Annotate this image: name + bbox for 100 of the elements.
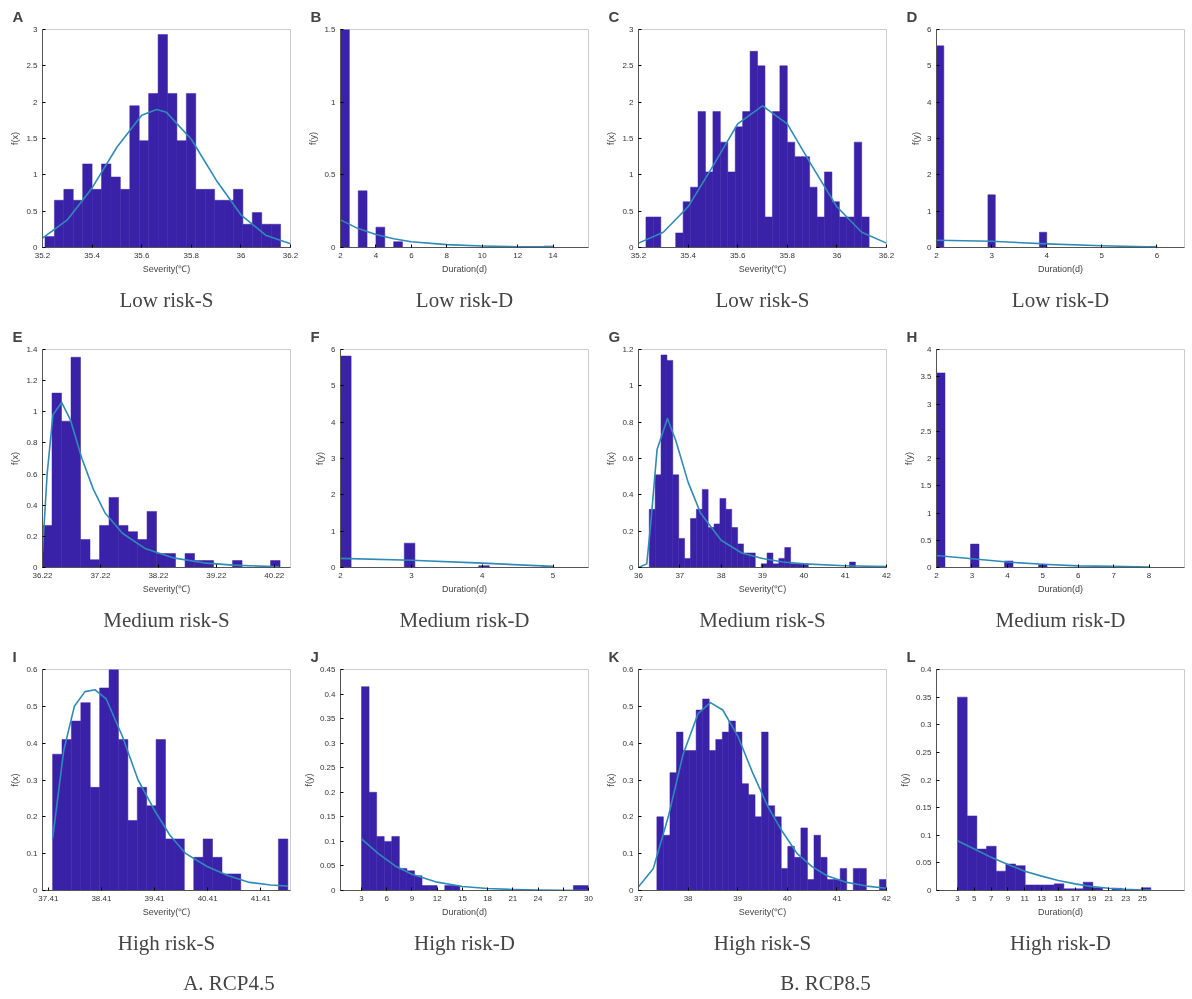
- y-tick-label: 3.5: [920, 372, 933, 382]
- x-axis-title: Duration(d): [1037, 263, 1084, 274]
- y-tick-label: 1: [331, 526, 337, 536]
- x-tick-label: 6: [409, 250, 415, 260]
- x-axis-title: Severity(℃): [738, 906, 787, 917]
- text: G: [608, 327, 621, 345]
- y-tick-label: 5: [927, 61, 933, 71]
- x-tick-label: 35.2: [34, 250, 51, 260]
- x-tick-label: 39: [758, 570, 768, 580]
- text: High risk-D: [414, 930, 515, 955]
- y-axis-title: f(x): [10, 773, 21, 787]
- y-axis-title: f(x): [606, 773, 617, 787]
- y-axis-title: f(y): [899, 773, 910, 787]
- y-axis-title: f(y): [303, 773, 314, 787]
- y-axis-title: f(y): [308, 132, 319, 145]
- y-tick-label: 0: [629, 563, 635, 572]
- y-tick-label: 0.15: [319, 812, 337, 822]
- x-tick-label: 19: [1087, 893, 1098, 903]
- x-tick-label: 37: [675, 570, 685, 580]
- x-tick-label: 35.8: [183, 250, 200, 260]
- x-tick-label: 27: [558, 893, 569, 903]
- x-tick-label: 6: [384, 893, 390, 903]
- y-tick-label: 0.5: [26, 206, 39, 216]
- y-tick-label: 0.2: [26, 531, 39, 541]
- x-tick-label: 14: [548, 250, 559, 260]
- x-tick-label: 41: [840, 570, 851, 580]
- y-tick-label: 1.4: [26, 345, 39, 354]
- x-tick-label: 5: [1099, 250, 1105, 260]
- x-tick-label: 24: [533, 893, 544, 903]
- x-tick-label: 41.41: [250, 893, 272, 903]
- y-tick-label: 4: [331, 417, 337, 427]
- text: Low risk-D: [1011, 287, 1110, 312]
- text: Low risk-S: [119, 287, 214, 312]
- x-tick-label: 5: [1040, 570, 1046, 580]
- y-tick-label: 1: [629, 381, 635, 391]
- x-tick-label: 37: [634, 893, 644, 903]
- y-axis-title: f(y): [315, 452, 326, 465]
- x-tick-label: 4: [479, 570, 485, 580]
- x-tick-label: 37.41: [38, 893, 59, 903]
- x-tick-label: 18: [483, 893, 493, 903]
- x-tick-label: 42: [882, 570, 892, 580]
- y-tick-label: 0.2: [920, 775, 933, 785]
- y-axis-title: f(x): [10, 132, 21, 145]
- x-tick-label: 36: [634, 570, 644, 580]
- x-tick-label: 2: [338, 250, 344, 260]
- x-tick-label: 9: [1005, 893, 1011, 903]
- y-tick-label: 0.05: [319, 861, 337, 871]
- x-tick-label: 37.22: [90, 570, 111, 580]
- y-tick-label: 1.2: [622, 345, 635, 354]
- x-tick-label: 6: [1075, 570, 1081, 580]
- y-tick-label: 0.5: [622, 701, 635, 711]
- y-tick-label: 1.5: [622, 134, 635, 143]
- y-tick-label: 0: [331, 563, 337, 572]
- x-tick-label: 2: [338, 570, 344, 580]
- x-axis-title: Severity(℃): [738, 263, 787, 274]
- y-tick-label: 2: [331, 490, 337, 500]
- x-tick-label: 7: [1111, 570, 1117, 580]
- x-axis-title: Duration(d): [1037, 583, 1084, 594]
- x-tick-label: 40.22: [264, 570, 285, 580]
- x-tick-label: 39: [733, 893, 743, 903]
- x-tick-label: 30: [584, 893, 594, 903]
- y-tick-label: 2: [927, 170, 933, 180]
- y-tick-label: 3: [927, 134, 933, 143]
- x-tick-label: 6: [1154, 250, 1160, 260]
- x-tick-label: 10: [477, 250, 488, 260]
- x-tick-label: 15: [1053, 893, 1064, 903]
- y-tick-label: 1.5: [26, 134, 39, 143]
- x-tick-label: 38.22: [148, 570, 169, 580]
- y-tick-label: 0: [331, 243, 337, 252]
- text: High risk-S: [713, 930, 812, 955]
- y-tick-label: 0.4: [26, 738, 39, 748]
- y-tick-label: 6: [927, 25, 933, 34]
- y-tick-label: 0.3: [920, 720, 933, 730]
- x-axis-title: Duration(d): [441, 263, 488, 274]
- text: H: [906, 327, 918, 345]
- x-tick-label: 25: [1138, 893, 1148, 903]
- x-tick-label: 36.2: [878, 250, 895, 260]
- x-tick-label: 4: [1044, 250, 1050, 260]
- text: A. RCP4.5: [183, 970, 275, 995]
- y-axis-title: f(x): [10, 452, 21, 465]
- x-tick-label: 35.6: [133, 250, 151, 260]
- x-axis-title: Severity(℃): [142, 263, 191, 274]
- x-tick-label: 13: [1037, 893, 1047, 903]
- x-tick-label: 5: [550, 570, 556, 580]
- y-tick-label: 0.5: [622, 206, 635, 216]
- y-tick-label: 0.1: [324, 836, 337, 846]
- x-tick-label: 4: [373, 250, 379, 260]
- y-tick-label: 0.5: [26, 701, 39, 711]
- x-tick-label: 3: [989, 250, 995, 260]
- text: Medium risk-S: [699, 607, 826, 632]
- y-tick-label: 2: [33, 97, 39, 107]
- x-tick-label: 3: [955, 893, 961, 903]
- x-tick-label: 38: [683, 893, 694, 903]
- x-tick-label: 35.4: [84, 250, 101, 260]
- y-tick-label: 1: [33, 407, 39, 417]
- x-tick-label: 4: [1005, 570, 1011, 580]
- y-tick-label: 0: [927, 886, 933, 895]
- y-tick-label: 1: [629, 170, 635, 180]
- y-axis-title: f(x): [606, 452, 617, 465]
- x-axis-title: Duration(d): [441, 583, 488, 594]
